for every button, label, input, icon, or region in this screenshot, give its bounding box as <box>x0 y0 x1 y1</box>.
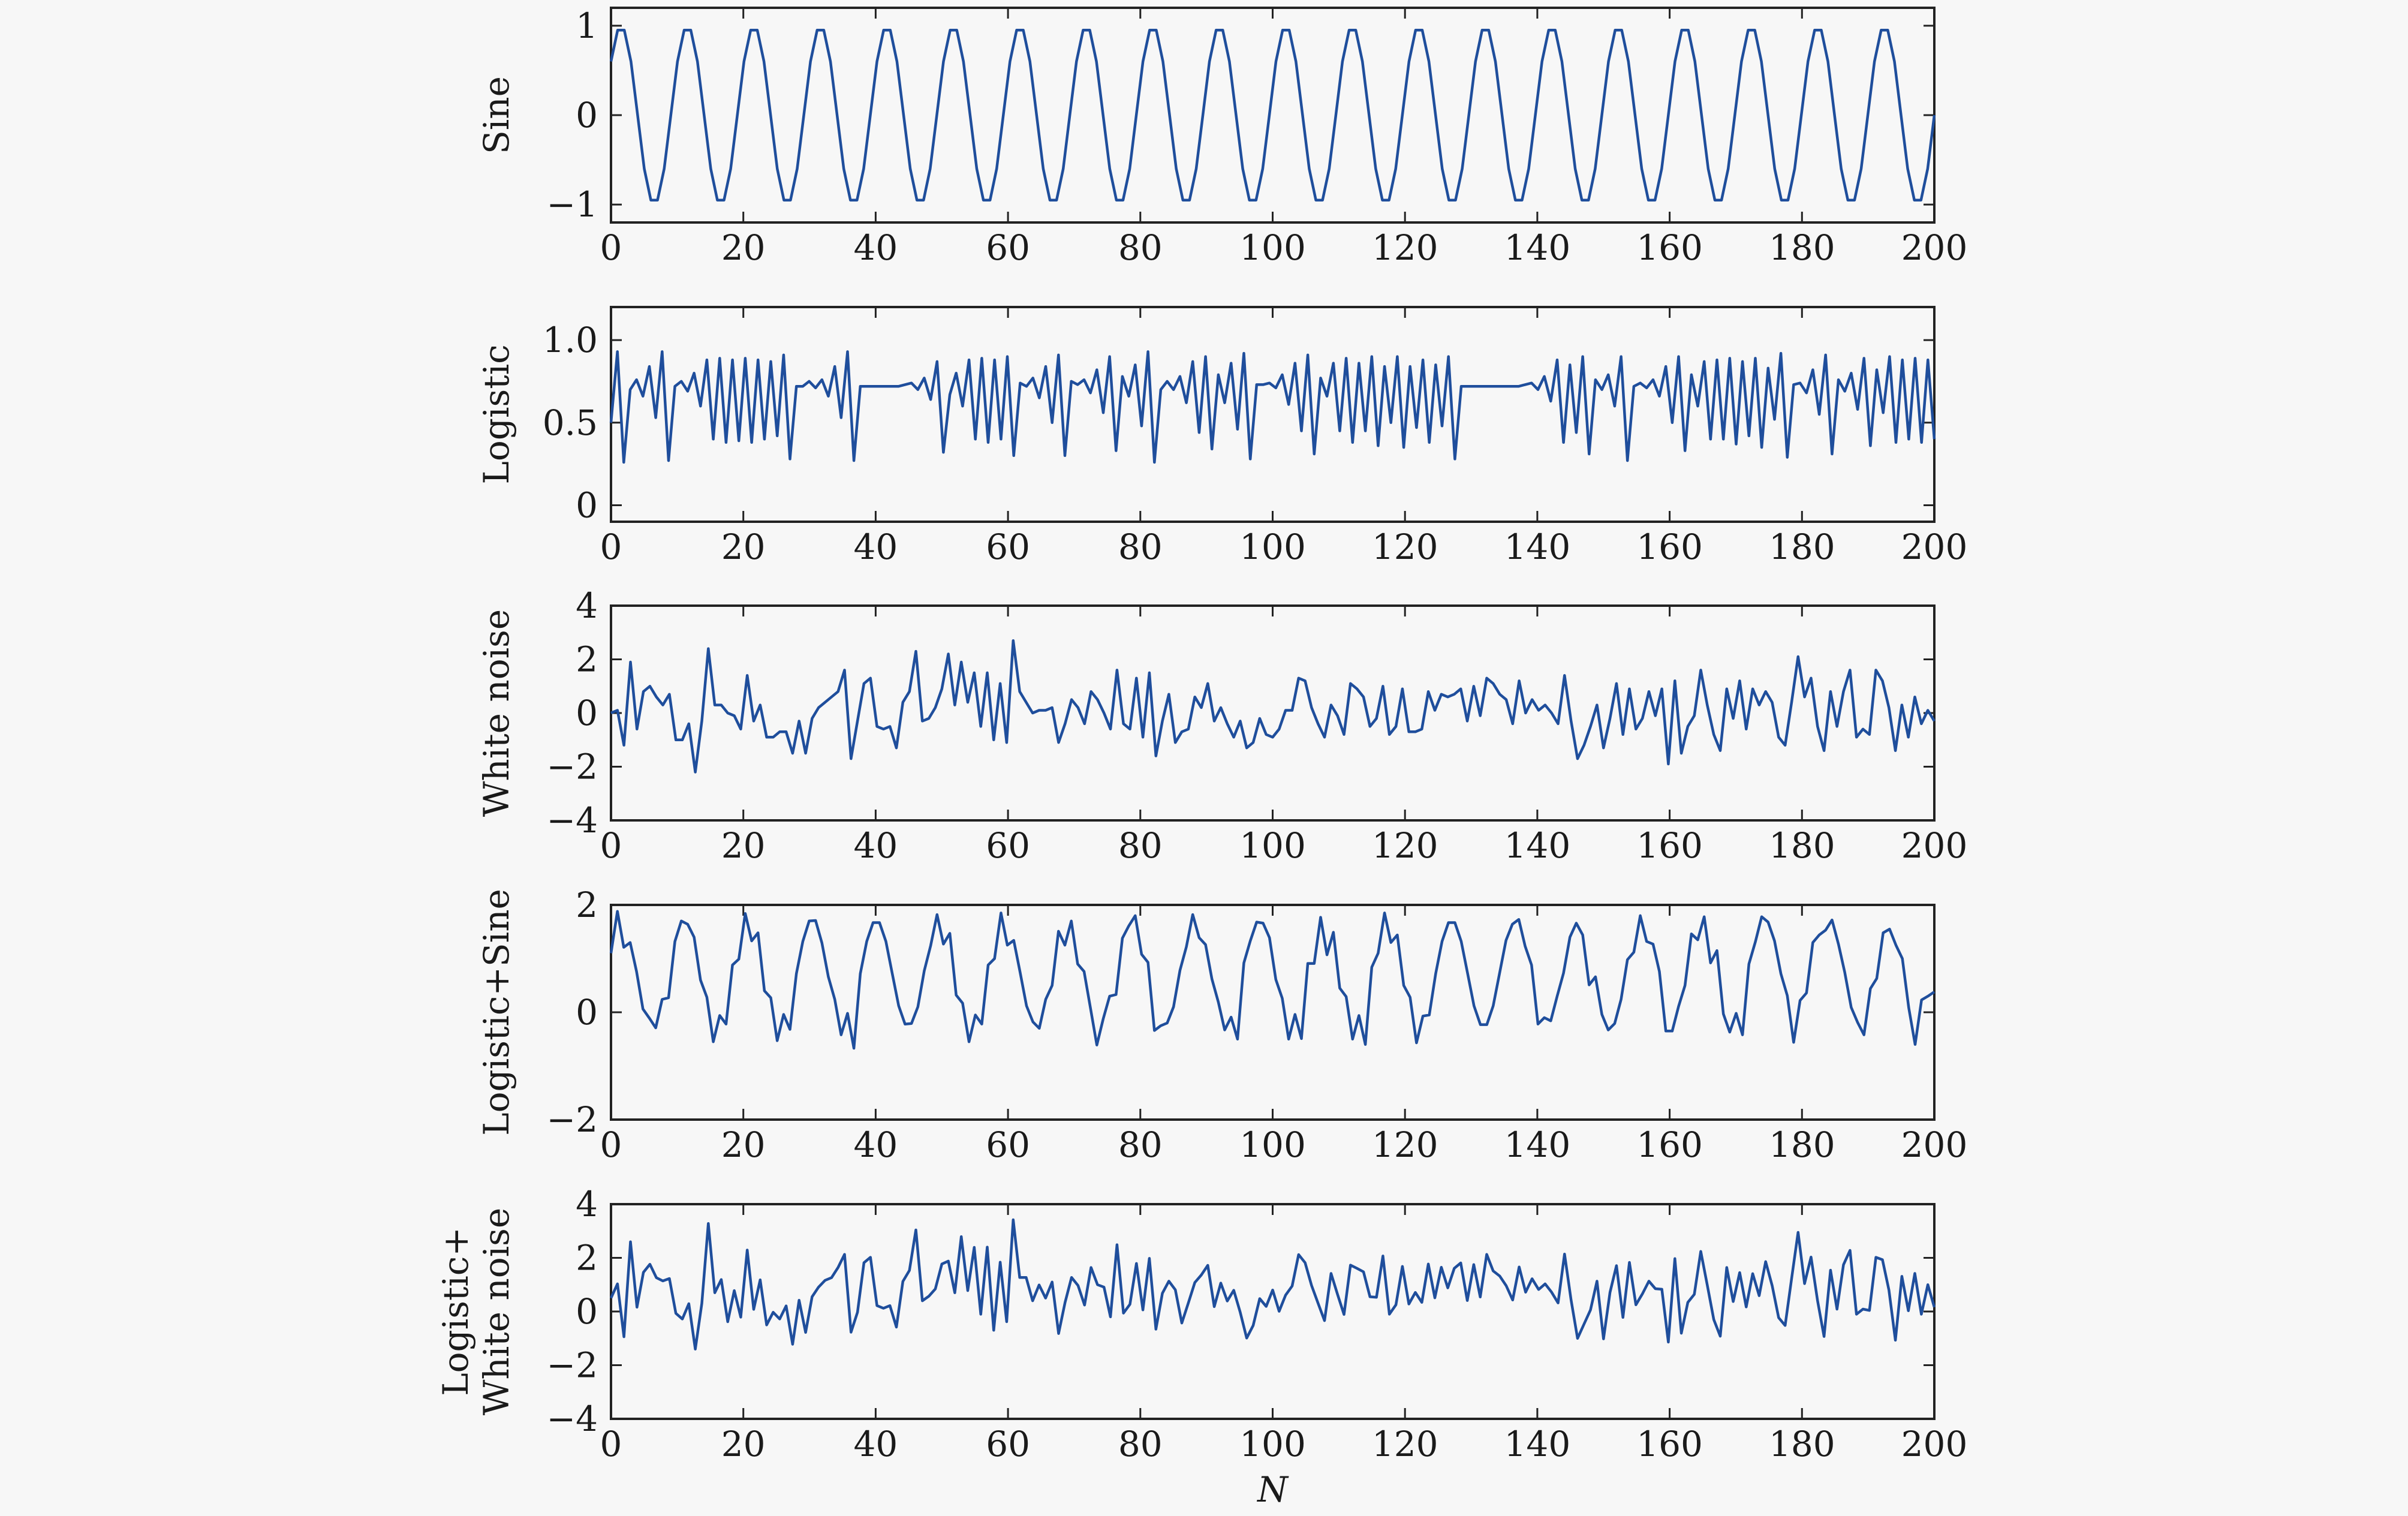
y-tick-label: −2 <box>547 1099 598 1140</box>
x-tick-label: 180 <box>1769 1124 1835 1165</box>
y-axis-label: Logistic+Sine <box>476 889 517 1136</box>
y-tick-label: −2 <box>547 747 598 787</box>
y-tick-label: 0 <box>576 992 598 1033</box>
y-tick-label: −2 <box>547 1345 598 1386</box>
x-tick-label: 100 <box>1239 825 1306 866</box>
chart-panel-3: 0 20 40 60 80 100 120 140 160 180 200−4−2024White … <box>476 585 1967 866</box>
y-tick-label: −4 <box>547 800 598 841</box>
x-tick-label: 20 <box>721 527 766 567</box>
x-tick-label: 0 <box>600 227 622 268</box>
x-tick-label: 40 <box>853 227 898 268</box>
x-tick-label: 180 <box>1769 1424 1835 1464</box>
y-tick-label: −1 <box>547 184 598 225</box>
x-tick-label: 200 <box>1901 527 1968 567</box>
chart-panel-4: 0 20 40 60 80 100 120 140 160 180 200−202Logistic+… <box>476 885 1967 1165</box>
y-axis-label: Logistic+ <box>435 1227 476 1396</box>
x-tick-label: 80 <box>1118 825 1163 866</box>
y-tick-label: 4 <box>576 1184 598 1225</box>
series-line <box>609 350 1936 464</box>
x-tick-label: 20 <box>721 825 766 866</box>
x-tick-label: 100 <box>1239 1124 1306 1165</box>
x-tick-label: 0 <box>600 1424 622 1464</box>
x-tick-label: 200 <box>1901 227 1968 268</box>
series-line <box>609 1218 1936 1350</box>
chart-panel-5: 0 20 40 60 80 100 120 140 160 180 200−4−2024Logist… <box>435 1184 1967 1510</box>
x-tick-label: 200 <box>1901 1124 1968 1165</box>
y-tick-label: −4 <box>547 1398 598 1439</box>
x-tick-label: 60 <box>986 227 1030 268</box>
x-tick-label: 0 <box>600 527 622 567</box>
x-tick-label: 200 <box>1901 825 1968 866</box>
x-tick-label: 120 <box>1372 227 1438 268</box>
x-axis-label: N <box>1256 1469 1289 1510</box>
x-tick-label: 20 <box>721 1424 766 1464</box>
y-tick-label: 0 <box>576 95 598 136</box>
y-tick-label: 1.0 <box>543 320 598 360</box>
x-tick-label: 180 <box>1769 825 1835 866</box>
x-tick-label: 180 <box>1769 527 1835 567</box>
y-tick-label: 1 <box>576 5 598 46</box>
x-tick-label: 160 <box>1636 825 1703 866</box>
x-tick-label: 60 <box>986 1124 1030 1165</box>
y-axis-label: White noise <box>476 609 517 817</box>
x-tick-label: 20 <box>721 227 766 268</box>
x-tick-label: 140 <box>1504 527 1571 567</box>
x-tick-label: 120 <box>1372 527 1438 567</box>
plot-frame <box>610 306 1936 523</box>
x-tick-label: 60 <box>986 1424 1030 1464</box>
x-tick-label: 180 <box>1769 227 1835 268</box>
series-line <box>610 639 1936 774</box>
x-tick-label: 160 <box>1636 1424 1703 1464</box>
x-tick-label: 200 <box>1901 1424 1968 1464</box>
x-tick-label: 20 <box>721 1124 766 1165</box>
x-tick-label: 40 <box>853 527 898 567</box>
y-tick-label: 0 <box>576 693 598 733</box>
x-tick-label: 100 <box>1239 1424 1306 1464</box>
y-axis-label: White noise <box>476 1208 517 1416</box>
x-tick-label: 120 <box>1372 1124 1438 1165</box>
x-tick-label: 160 <box>1636 527 1703 567</box>
y-axis-label: Logistic <box>476 344 517 484</box>
x-tick-label: 60 <box>986 825 1030 866</box>
x-tick-label: 160 <box>1636 1124 1703 1165</box>
x-tick-label: 80 <box>1118 1424 1163 1464</box>
y-tick-label: 2 <box>576 885 598 925</box>
x-tick-label: 140 <box>1504 227 1571 268</box>
series-line <box>609 29 1936 201</box>
chart-panel-2: 0 20 40 60 80 100 120 140 160 180 200 0 0.5 1.0 Logist… <box>476 306 1968 567</box>
y-tick-label: 4 <box>576 585 598 626</box>
x-tick-label: 80 <box>1118 1124 1163 1165</box>
x-tick-label: 120 <box>1372 825 1438 866</box>
plot-frame <box>610 604 1936 822</box>
y-tick-label: 2 <box>576 1238 598 1279</box>
x-tick-label: 60 <box>986 527 1030 567</box>
x-tick-label: 80 <box>1118 227 1163 268</box>
y-tick-label: 0 <box>576 1291 598 1332</box>
x-tick-label: 160 <box>1636 227 1703 268</box>
x-tick-label: 0 <box>600 1124 622 1165</box>
x-tick-label: 140 <box>1504 1424 1571 1464</box>
x-tick-label: 140 <box>1504 825 1571 866</box>
x-tick-label: 100 <box>1239 227 1306 268</box>
x-tick-label: 80 <box>1118 527 1163 567</box>
y-axis-label: Sine <box>476 76 517 154</box>
y-tick-label: 0 <box>576 485 598 525</box>
y-tick-label: 2 <box>576 639 598 680</box>
x-tick-label: 140 <box>1504 1124 1571 1165</box>
x-tick-label: 120 <box>1372 1424 1438 1464</box>
x-tick-label: 40 <box>853 825 898 866</box>
series-line <box>609 910 1936 1050</box>
x-tick-label: 0 <box>600 825 622 866</box>
x-tick-label: 40 <box>853 1424 898 1464</box>
y-tick-label: 0.5 <box>543 402 598 443</box>
x-tick-label: 100 <box>1239 527 1306 567</box>
x-tick-label: 40 <box>853 1124 898 1165</box>
